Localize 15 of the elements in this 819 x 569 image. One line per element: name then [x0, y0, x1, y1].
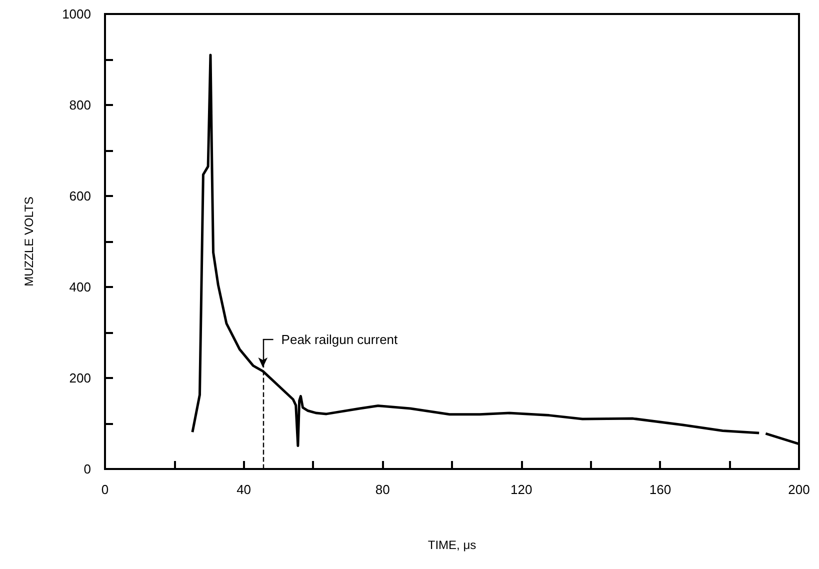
- y-tick-label: 600: [69, 188, 91, 204]
- x-tick-label: 120: [510, 482, 532, 497]
- x-tick-label: 80: [375, 482, 390, 497]
- y-tick-label: 200: [69, 370, 91, 386]
- x-tick-label: 40: [236, 482, 252, 497]
- y-tick-label: 800: [69, 98, 91, 112]
- legend-label: Peak railgun current: [281, 332, 398, 347]
- x-tick-label: 0: [101, 482, 109, 497]
- x-tick-label: 200: [788, 482, 810, 497]
- y-tick-label: 0: [84, 462, 91, 476]
- x-axis-title: TIME, μs: [428, 538, 476, 552]
- x-tick-label: 160: [649, 482, 672, 497]
- y-axis-title: MUZZLE VOLTS: [22, 196, 36, 286]
- y-tick-label: 400: [69, 280, 91, 294]
- y-tick-label: 1000: [62, 6, 91, 22]
